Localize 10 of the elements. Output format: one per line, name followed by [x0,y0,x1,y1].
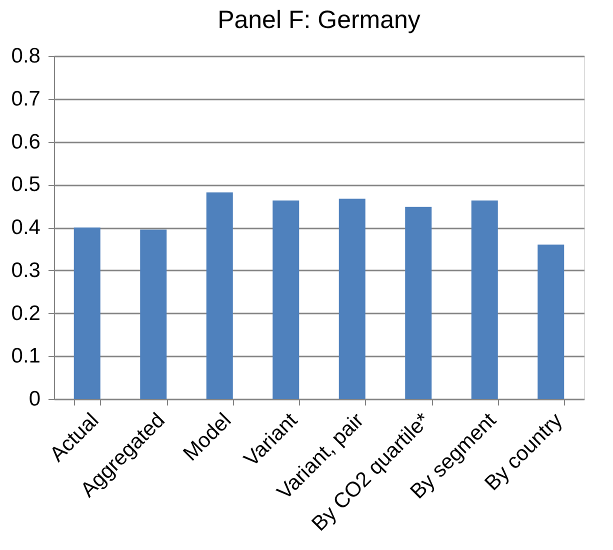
y-tick-label: 0.8 [11,44,40,68]
y-tick-label: 0.3 [11,258,40,282]
chart-title: Panel F: Germany [218,6,421,34]
y-tick-label: 0.5 [11,173,40,196]
y-tick-label: 0.4 [11,216,41,239]
y-tick-label: 0.1 [11,344,40,368]
y-tick-label: 0.7 [11,87,40,110]
y-tick-label: 0.2 [11,302,40,325]
y-tick-label: 0 [28,388,40,410]
y-tick-label: 0.6 [11,130,40,154]
